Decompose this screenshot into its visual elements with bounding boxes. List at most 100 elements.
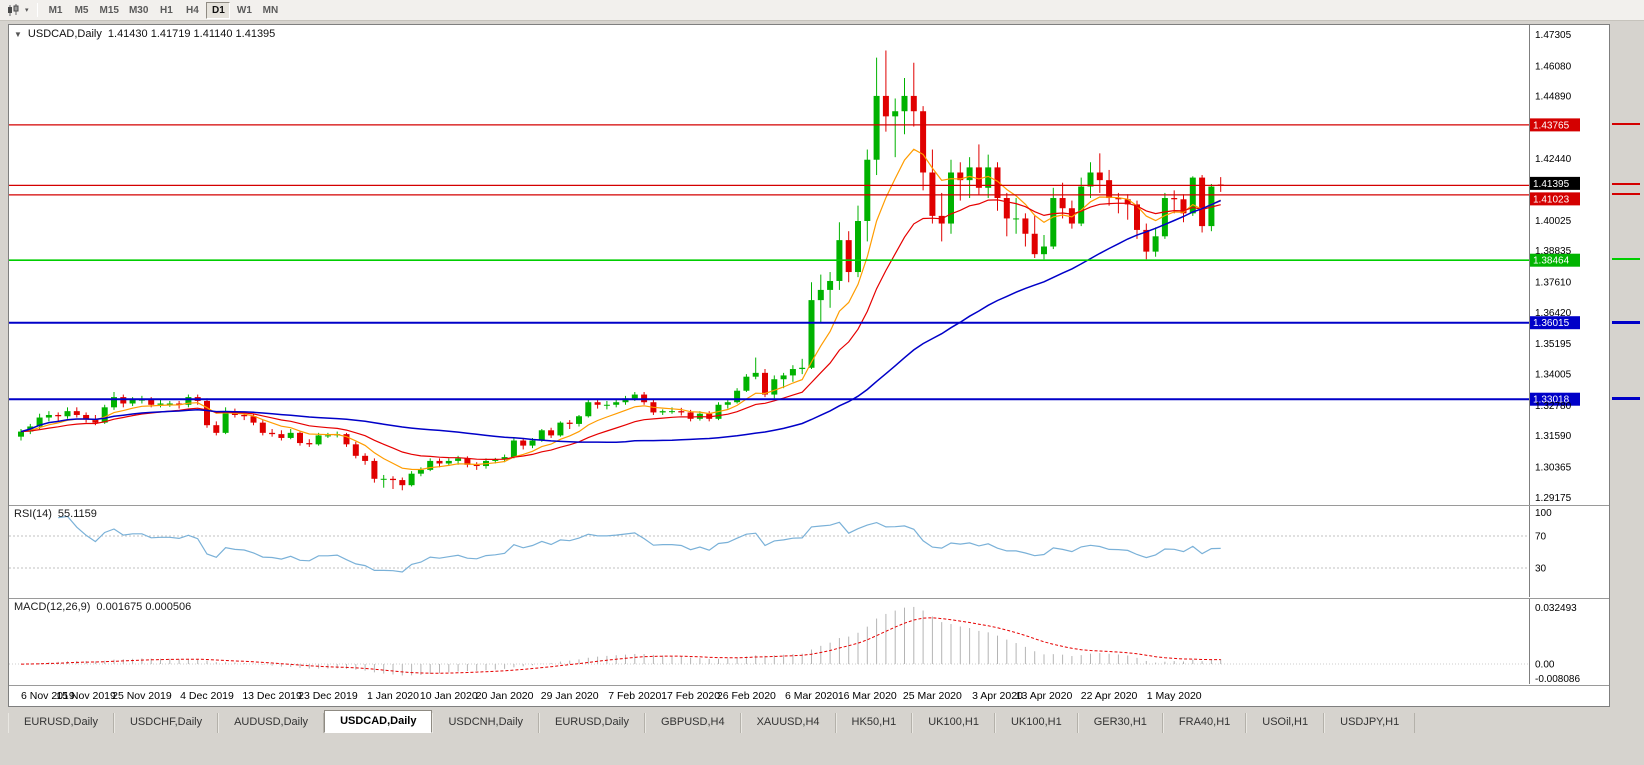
macd-signal-line xyxy=(20,617,1221,674)
price-badge-1.43765 xyxy=(1530,118,1580,132)
svg-text:10 Jan 2020: 10 Jan 2020 xyxy=(420,690,478,702)
timeframe-w1[interactable]: W1 xyxy=(236,4,252,16)
svg-text:1.42440: 1.42440 xyxy=(1535,154,1572,165)
tab-uk100-h1[interactable]: UK100,H1 xyxy=(912,713,995,733)
svg-text:1.38464: 1.38464 xyxy=(1533,256,1570,267)
svg-text:16 Mar 2020: 16 Mar 2020 xyxy=(838,690,897,702)
timeframe-h4[interactable]: H4 xyxy=(186,4,199,16)
tab-usoil-h1[interactable]: USOil,H1 xyxy=(1246,713,1325,733)
price-badge-1.33018 xyxy=(1530,392,1580,406)
macd-indicator-pane[interactable]: 0.032493 0.00 -0.008086 xyxy=(9,598,1609,684)
price-badge-1.36015 xyxy=(1530,316,1580,330)
svg-text:1.37610: 1.37610 xyxy=(1535,277,1572,288)
tab-audusd-daily[interactable]: AUDUSD,Daily xyxy=(218,713,325,733)
chart-ohlc-values: 1.41430 1.41719 1.41140 1.41395 xyxy=(107,28,276,40)
svg-text:1.46080: 1.46080 xyxy=(1535,61,1572,72)
svg-text:26 Feb 2020: 26 Feb 2020 xyxy=(717,690,776,702)
ma-fast-orange xyxy=(20,148,1221,471)
svg-text:22 Apr 2020: 22 Apr 2020 xyxy=(1081,690,1138,702)
tab-gbpusd-h4[interactable]: GBPUSD,H4 xyxy=(645,713,741,733)
svg-text:15 Nov 2019: 15 Nov 2019 xyxy=(56,690,116,702)
svg-text:13 Dec 2019: 13 Dec 2019 xyxy=(242,690,302,702)
tab-xauusd-h4[interactable]: XAUUSD,H4 xyxy=(740,713,836,733)
rsi-line xyxy=(58,515,1221,573)
hline-edge-1.41023 xyxy=(1612,192,1640,195)
price-badge-1.41395 xyxy=(1530,176,1580,190)
chart-title-bar: ▼ USDCAD,Daily 1.41430 1.41719 1.41140 1… xyxy=(14,28,275,40)
svg-text:1.36015: 1.36015 xyxy=(1533,318,1570,329)
svg-text:1.41395: 1.41395 xyxy=(1533,179,1570,190)
tab-fra40-h1[interactable]: FRA40,H1 xyxy=(1162,713,1247,733)
chart-menu-icon[interactable]: ▼ xyxy=(14,29,22,39)
svg-text:1.29175: 1.29175 xyxy=(1535,493,1572,504)
tab-eurusd-daily[interactable]: EURUSD,Daily xyxy=(539,713,645,733)
svg-text:6 Mar 2020: 6 Mar 2020 xyxy=(785,690,838,702)
macd-name: MACD(12,26,9) xyxy=(14,601,91,613)
timeframe-m5[interactable]: M5 xyxy=(74,4,89,16)
svg-text:1.33018: 1.33018 xyxy=(1533,395,1570,406)
svg-text:1.32780: 1.32780 xyxy=(1535,401,1572,412)
svg-text:1.36420: 1.36420 xyxy=(1535,308,1572,319)
svg-text:1.38835: 1.38835 xyxy=(1535,246,1572,257)
toolbar-dropdown-arrow-icon: ▾ xyxy=(25,6,29,14)
rsi-indicator-pane[interactable]: 100 70 30 xyxy=(9,505,1609,597)
timeframe-m30[interactable]: M30 xyxy=(128,4,149,16)
rsi-value: 55.1159 xyxy=(57,508,97,520)
svg-text:13 Apr 2020: 13 Apr 2020 xyxy=(1016,690,1073,702)
chart-tabs: EURUSD,Daily USDCHF,Daily AUDUSD,Daily USDC… xyxy=(8,709,1416,733)
svg-text:1 Jan 2020: 1 Jan 2020 xyxy=(367,690,419,702)
rsi-label: RSI(14) 55.1159 xyxy=(14,508,97,520)
chart-type-dropdown[interactable]: ▾ xyxy=(4,3,32,18)
tab-hk50-h1[interactable]: HK50,H1 xyxy=(835,713,913,733)
toolbar-separator xyxy=(36,3,38,17)
svg-text:1.31590: 1.31590 xyxy=(1535,431,1572,442)
svg-text:23 Dec 2019: 23 Dec 2019 xyxy=(298,690,358,702)
timeframe-m15[interactable]: M15 xyxy=(99,4,119,16)
svg-text:1.35195: 1.35195 xyxy=(1535,339,1572,350)
timeframe-m1[interactable]: M1 xyxy=(48,4,63,16)
timeframe-buttons: M1 M5 M15 M30 H1 H4 D1 W1 MN xyxy=(43,1,284,19)
svg-text:3 Apr 2020: 3 Apr 2020 xyxy=(972,690,1023,702)
svg-text:1.41023: 1.41023 xyxy=(1533,194,1570,205)
tab-usdcnh-daily[interactable]: USDCNH,Daily xyxy=(432,713,540,733)
svg-text:-0.008086: -0.008086 xyxy=(1535,674,1580,684)
timeframe-h1[interactable]: H1 xyxy=(160,4,173,16)
tab-usdjpy-h1[interactable]: USDJPY,H1 xyxy=(1324,713,1416,733)
svg-text:29 Jan 2020: 29 Jan 2020 xyxy=(541,690,599,702)
candles-layer xyxy=(18,50,1224,491)
price-badge-1.38464 xyxy=(1530,253,1580,267)
svg-text:17 Feb 2020: 17 Feb 2020 xyxy=(661,690,720,702)
tab-ger30-h1[interactable]: GER30,H1 xyxy=(1077,713,1163,733)
price-chart-pane[interactable]: 1.43765 1.41395 1.41023 1.38464 1.36015 1.330… xyxy=(9,25,1609,505)
svg-text:1.44890: 1.44890 xyxy=(1535,92,1572,103)
tab-eurusd-daily[interactable]: EURUSD,Daily xyxy=(8,713,114,733)
ma-mid-red xyxy=(20,199,1221,460)
tab-usdchf-daily[interactable]: USDCHF,Daily xyxy=(113,713,219,733)
tab-usdcad-daily[interactable]: USDCAD,Daily xyxy=(324,710,433,733)
tab-uk100-h1[interactable]: UK100,H1 xyxy=(994,713,1078,733)
svg-text:25 Mar 2020: 25 Mar 2020 xyxy=(903,690,962,702)
svg-text:1.34005: 1.34005 xyxy=(1535,370,1572,381)
candlestick-chart-icon xyxy=(8,3,19,16)
chart-symbol-label: USDCAD,Daily xyxy=(27,28,102,40)
svg-text:20 Jan 2020: 20 Jan 2020 xyxy=(476,690,534,702)
chart-window: 1.43765 1.41395 1.41023 1.38464 1.36015 1.330… xyxy=(8,24,1610,707)
svg-text:25 Nov 2019: 25 Nov 2019 xyxy=(112,690,172,702)
timeframe-toolbar: ▾ M1 M5 M15 M30 H1 H4 D1 W1 MN xyxy=(0,0,1644,21)
svg-text:4 Dec 2019: 4 Dec 2019 xyxy=(180,690,234,702)
timeframe-mn[interactable]: MN xyxy=(262,4,279,16)
hline-edge-1.36015 xyxy=(1612,320,1640,324)
timeframe-d1[interactable]: D1 xyxy=(206,1,231,19)
svg-text:1.43765: 1.43765 xyxy=(1533,120,1570,131)
svg-text:6 Nov 2019: 6 Nov 2019 xyxy=(21,690,75,702)
svg-text:1 May 2020: 1 May 2020 xyxy=(1147,690,1202,702)
svg-text:1.40025: 1.40025 xyxy=(1535,216,1572,227)
macd-label: MACD(12,26,9) 0.001675 0.000506 xyxy=(14,601,191,613)
hline-edge-1.41395 xyxy=(1612,183,1640,186)
macd-value: 0.001675 0.000506 xyxy=(96,601,192,613)
svg-text:30: 30 xyxy=(1535,564,1547,575)
svg-text:1.30365: 1.30365 xyxy=(1535,462,1572,473)
rsi-name: RSI(14) xyxy=(14,508,52,520)
